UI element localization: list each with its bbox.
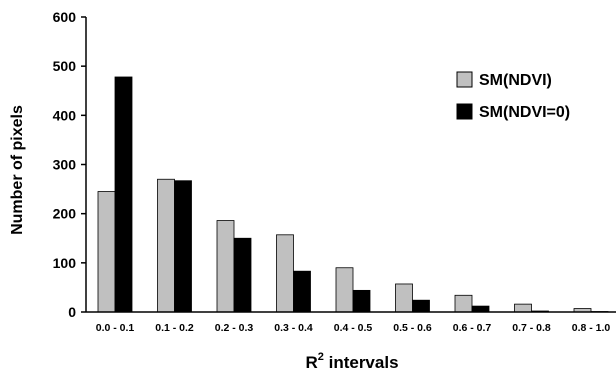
bar-sm-ndvi-0-6 bbox=[471, 305, 490, 313]
x-tick-label: 0.1 - 0.2 bbox=[155, 322, 194, 334]
x-tick-label: 0.0 - 0.1 bbox=[96, 322, 135, 334]
bar-sm-ndvi-0-4 bbox=[352, 289, 371, 313]
legend-label-sm-ndvi-0: SM(NDVI=0) bbox=[479, 104, 570, 121]
x-tick-label: 0.8 - 1.0 bbox=[572, 322, 611, 334]
bars bbox=[97, 76, 609, 313]
bar-sm-ndvi-0-2 bbox=[233, 237, 252, 313]
bar-sm-ndvi-5 bbox=[395, 283, 413, 313]
bar-sm-ndvi-2 bbox=[216, 220, 235, 313]
y-axis-title: Number of pixels bbox=[9, 105, 26, 235]
y-tick-label: 600 bbox=[53, 9, 77, 25]
y-tick-label: 200 bbox=[53, 206, 77, 222]
x-tick-label: 0.5 - 0.6 bbox=[393, 322, 432, 334]
x-axis-title-prefix: R bbox=[305, 353, 317, 372]
x-tick-label: 0.6 - 0.7 bbox=[453, 322, 492, 334]
bar-sm-ndvi-0-0 bbox=[114, 76, 133, 313]
y-tick-label: 500 bbox=[53, 58, 77, 74]
legend-swatch-sm-ndvi bbox=[456, 71, 473, 88]
bar-sm-ndvi-0-5 bbox=[412, 299, 430, 313]
y-tick-label: 400 bbox=[53, 107, 77, 123]
bar-sm-ndvi-3 bbox=[276, 234, 294, 313]
x-tick-label: 0.3 - 0.4 bbox=[274, 322, 313, 334]
legend: SM(NDVI) SM(NDVI=0) bbox=[456, 71, 570, 121]
bar-sm-ndvi-0-1 bbox=[174, 180, 192, 313]
legend-label-sm-ndvi: SM(NDVI) bbox=[479, 72, 552, 89]
bar-sm-ndvi-1 bbox=[157, 178, 175, 313]
y-tick-label: 0 bbox=[68, 304, 76, 320]
y-axis-ticks: 0 100 200 300 400 500 600 bbox=[53, 9, 86, 320]
bar-sm-ndvi-7 bbox=[514, 303, 532, 313]
x-axis-title: R2 intervals bbox=[305, 351, 398, 372]
bar-sm-ndvi-0 bbox=[97, 191, 116, 313]
x-axis-tick-labels: 0.0 - 0.1 0.1 - 0.2 0.2 - 0.3 0.3 - 0.4 0.4 … bbox=[96, 322, 611, 334]
x-axis-title-superscript: 2 bbox=[318, 351, 324, 363]
bar-sm-ndvi-6 bbox=[454, 294, 473, 313]
y-tick-label: 300 bbox=[53, 157, 77, 173]
x-tick-label: 0.2 - 0.3 bbox=[215, 322, 254, 334]
x-tick-label: 0.4 - 0.5 bbox=[334, 322, 373, 334]
bar-sm-ndvi-4 bbox=[335, 267, 354, 313]
legend-swatch-sm-ndvi-0 bbox=[456, 103, 473, 120]
bar-sm-ndvi-0-3 bbox=[293, 270, 311, 313]
x-axis-title-text: intervals bbox=[329, 353, 399, 372]
x-tick-label: 0.7 - 0.8 bbox=[512, 322, 551, 334]
y-tick-label: 100 bbox=[53, 255, 77, 271]
axes bbox=[85, 17, 616, 313]
